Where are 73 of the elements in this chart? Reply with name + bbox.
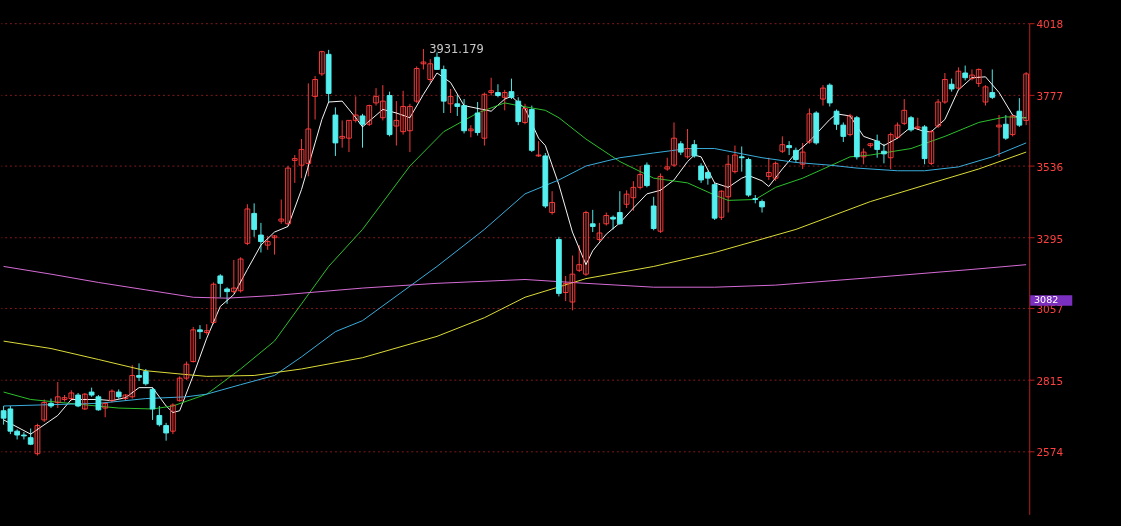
- candlestick: [474, 101, 481, 136]
- candlestick: [224, 286, 230, 305]
- candlestick: [820, 84, 826, 107]
- line-series: [3, 264, 1027, 299]
- candlestick: [671, 121, 677, 168]
- candlestick: [488, 77, 495, 96]
- y-tick-label: 2815: [1036, 374, 1064, 387]
- y-tick-label: 3295: [1036, 232, 1064, 245]
- candlestick: [508, 78, 515, 100]
- candlestick: [644, 161, 650, 188]
- candlestick: [1009, 114, 1016, 137]
- candlestick: [170, 402, 176, 435]
- candlestick: [156, 405, 163, 427]
- candlestick: [799, 142, 806, 170]
- candlestick: [359, 113, 366, 149]
- candlestick: [203, 323, 210, 336]
- candlestick: [650, 196, 657, 231]
- y-tick-label: 3057: [1036, 303, 1064, 316]
- candlestick: [251, 202, 258, 238]
- candlestick: [759, 199, 765, 214]
- candlestick: [1016, 97, 1023, 128]
- annotation: 3931.179: [429, 41, 484, 56]
- candlestick: [319, 50, 325, 77]
- candlestick: [928, 129, 935, 166]
- candlestick: [955, 66, 962, 91]
- candlestick: [34, 423, 41, 456]
- candlestick: [41, 399, 48, 423]
- candlestick: [501, 89, 508, 111]
- candlestick: [826, 82, 833, 107]
- candlestick: [982, 84, 989, 107]
- candlestick: [1002, 114, 1009, 141]
- y-tick-label: 3536: [1036, 161, 1064, 174]
- candlestick: [684, 128, 691, 160]
- candlestick: [312, 75, 318, 120]
- candlestick: [244, 203, 251, 246]
- candlestick: [515, 96, 522, 126]
- candlestick: [779, 135, 786, 154]
- candlestick: [522, 103, 528, 125]
- candlestick: [197, 324, 203, 340]
- candlestick: [738, 145, 745, 173]
- candlestick: [271, 234, 278, 256]
- candlestick: [366, 104, 373, 127]
- candlestick: [589, 209, 596, 233]
- candlestick: [447, 88, 454, 114]
- candlestick: [467, 124, 474, 138]
- candlestick: [881, 143, 887, 164]
- candlestick: [596, 222, 603, 243]
- y-tick-label: 3777: [1036, 89, 1064, 102]
- candlestick: [217, 273, 224, 298]
- candlestick: [874, 134, 881, 159]
- candlestick: [149, 387, 156, 421]
- candlestick: [258, 222, 264, 254]
- ref-line-label: 3082: [1034, 294, 1059, 306]
- y-tick-label: 4018: [1036, 18, 1064, 31]
- candlestick: [657, 172, 664, 234]
- y-tick-label: 2574: [1036, 446, 1064, 459]
- candlestick: [847, 113, 853, 137]
- candlestick: [806, 108, 813, 145]
- candlestick: [549, 190, 555, 216]
- candlestick: [901, 98, 908, 126]
- candlestick: [603, 212, 610, 227]
- candlestick: [413, 65, 420, 104]
- candlestick: [786, 140, 792, 156]
- candlestick: [190, 326, 197, 363]
- candlestick: [81, 392, 88, 411]
- candlestick: [210, 281, 217, 325]
- candlestick: [481, 92, 488, 147]
- candlestick: [996, 114, 1002, 158]
- candlestick: [109, 388, 115, 403]
- candlestick: [495, 83, 501, 98]
- candlestick: [1023, 71, 1030, 126]
- candlestick: [989, 68, 996, 100]
- candlestick: [163, 422, 169, 442]
